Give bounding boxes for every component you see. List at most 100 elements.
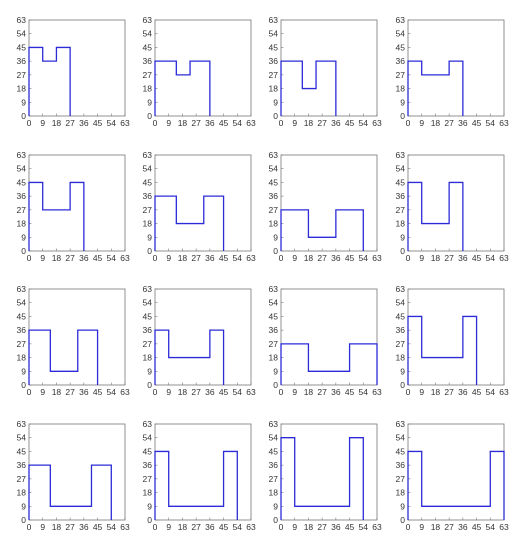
y-tick-label: 54: [269, 433, 279, 443]
x-tick-label: 27: [191, 253, 201, 263]
x-tick-label: 54: [107, 522, 117, 532]
y-tick-label: 54: [396, 433, 406, 443]
x-tick-label: 9: [292, 522, 297, 532]
x-tick-label: 0: [406, 118, 411, 128]
y-tick-label: 45: [396, 446, 406, 456]
y-tick-label: 18: [396, 488, 406, 498]
x-tick-label: 36: [458, 522, 468, 532]
y-tick-label: 36: [143, 191, 153, 201]
y-tick-label: 9: [147, 366, 152, 376]
y-tick-label: 54: [269, 298, 279, 308]
y-tick-label: 63: [269, 150, 279, 160]
axes-frame: [28, 19, 126, 117]
y-tick-label: 18: [17, 488, 27, 498]
y-tick-label: 9: [273, 366, 278, 376]
x-tick-label: 9: [419, 522, 424, 532]
y-tick-label: 0: [147, 380, 152, 390]
y-tick-label: 9: [21, 232, 26, 242]
y-tick-label: 54: [17, 164, 27, 174]
x-tick-label: 18: [431, 118, 441, 128]
y-tick-label: 9: [273, 501, 278, 511]
y-tick-label: 18: [396, 219, 406, 229]
x-tick-label: 45: [219, 253, 229, 263]
y-tick-label: 54: [143, 298, 153, 308]
y-tick-label: 63: [143, 15, 153, 25]
x-tick-label: 0: [27, 387, 32, 397]
y-tick-label: 45: [143, 42, 153, 52]
y-tick-label: 18: [143, 219, 153, 229]
y-tick-label: 18: [396, 353, 406, 363]
series-line: [154, 195, 225, 251]
x-tick-label: 36: [331, 522, 341, 532]
series-line: [154, 60, 211, 116]
y-tick-label: 63: [269, 15, 279, 25]
x-tick-label: 45: [93, 118, 103, 128]
x-tick-label: 27: [191, 522, 201, 532]
x-tick-label: 45: [472, 387, 482, 397]
x-tick-label: 63: [499, 118, 509, 128]
x-tick-label: 45: [345, 118, 355, 128]
x-tick-label: 27: [444, 522, 454, 532]
y-tick-label: 54: [143, 433, 153, 443]
x-tick-label: 36: [331, 387, 341, 397]
y-tick-label: 9: [21, 97, 26, 107]
y-tick-label: 0: [273, 111, 278, 121]
x-tick-label: 54: [233, 253, 243, 263]
y-tick-label: 63: [396, 284, 406, 294]
x-tick-label: 63: [120, 253, 130, 263]
y-tick-label: 54: [17, 29, 27, 39]
x-tick-label: 36: [458, 253, 468, 263]
y-tick-label: 63: [17, 419, 27, 429]
x-tick-label: 54: [486, 387, 496, 397]
x-tick-label: 54: [233, 387, 243, 397]
axes-frame: [28, 154, 126, 252]
x-tick-label: 45: [472, 253, 482, 263]
x-tick-label: 18: [304, 387, 314, 397]
x-tick-label: 36: [205, 118, 215, 128]
x-tick-label: 9: [40, 253, 45, 263]
x-tick-label: 18: [178, 118, 188, 128]
x-tick-label: 9: [292, 118, 297, 128]
y-tick-label: 27: [17, 474, 27, 484]
x-tick-label: 9: [419, 253, 424, 263]
x-tick-label: 0: [406, 387, 411, 397]
y-tick-label: 0: [147, 111, 152, 121]
y-tick-label: 45: [269, 446, 279, 456]
x-tick-label: 27: [191, 387, 201, 397]
x-tick-label: 54: [233, 522, 243, 532]
y-tick-label: 27: [143, 70, 153, 80]
y-tick-label: 45: [17, 446, 27, 456]
x-tick-label: 18: [178, 522, 188, 532]
series-line: [280, 209, 364, 251]
y-tick-label: 36: [396, 56, 406, 66]
x-tick-label: 63: [120, 118, 130, 128]
x-tick-label: 27: [317, 387, 327, 397]
y-tick-label: 18: [143, 353, 153, 363]
y-tick-label: 45: [17, 42, 27, 52]
x-tick-label: 9: [166, 522, 171, 532]
x-tick-label: 0: [279, 253, 284, 263]
x-tick-label: 18: [431, 387, 441, 397]
x-tick-label: 63: [499, 522, 509, 532]
x-tick-label: 18: [178, 253, 188, 263]
x-tick-label: 9: [419, 387, 424, 397]
y-tick-label: 9: [400, 232, 405, 242]
x-tick-label: 18: [304, 253, 314, 263]
x-tick-label: 54: [486, 253, 496, 263]
series-line: [28, 46, 71, 116]
x-tick-label: 45: [345, 387, 355, 397]
y-tick-label: 36: [17, 325, 27, 335]
y-tick-label: 36: [17, 56, 27, 66]
x-tick-label: 63: [120, 387, 130, 397]
y-tick-label: 27: [396, 339, 406, 349]
